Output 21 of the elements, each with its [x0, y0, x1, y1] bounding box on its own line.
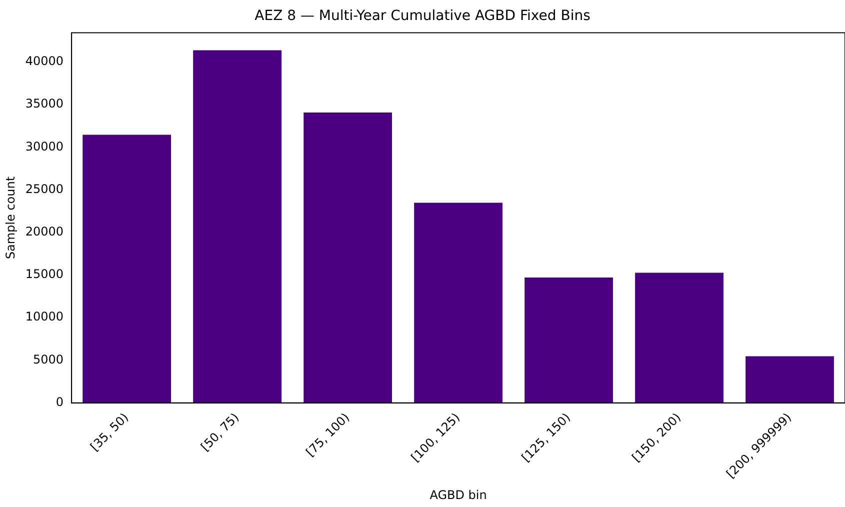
x-tick-label: [50, 75) — [198, 410, 242, 454]
y-tick-label: 35000 — [25, 96, 64, 111]
y-tick-label: 5000 — [33, 352, 64, 366]
chart-title: AEZ 8 — Multi-Year Cumulative AGBD Fixed Bins — [254, 8, 590, 24]
y-axis-title: Sample count — [3, 176, 18, 260]
bar — [304, 112, 392, 403]
y-tick-label: 40000 — [25, 54, 64, 68]
y-tick-label: 20000 — [25, 224, 64, 239]
bar — [414, 202, 502, 403]
y-tick-label: 0 — [56, 394, 64, 409]
y-tick-label: 25000 — [25, 182, 64, 196]
y-tick-label: 10000 — [25, 310, 64, 324]
y-tick-label: 15000 — [25, 267, 64, 282]
x-axis-title: AGBD bin — [430, 488, 487, 502]
bar — [524, 278, 613, 403]
x-tick-label: [35, 50) — [88, 410, 132, 454]
bar — [82, 134, 172, 403]
bar — [635, 272, 724, 403]
y-tick-label: 30000 — [25, 139, 64, 154]
bar — [193, 50, 282, 403]
bar — [746, 356, 834, 403]
